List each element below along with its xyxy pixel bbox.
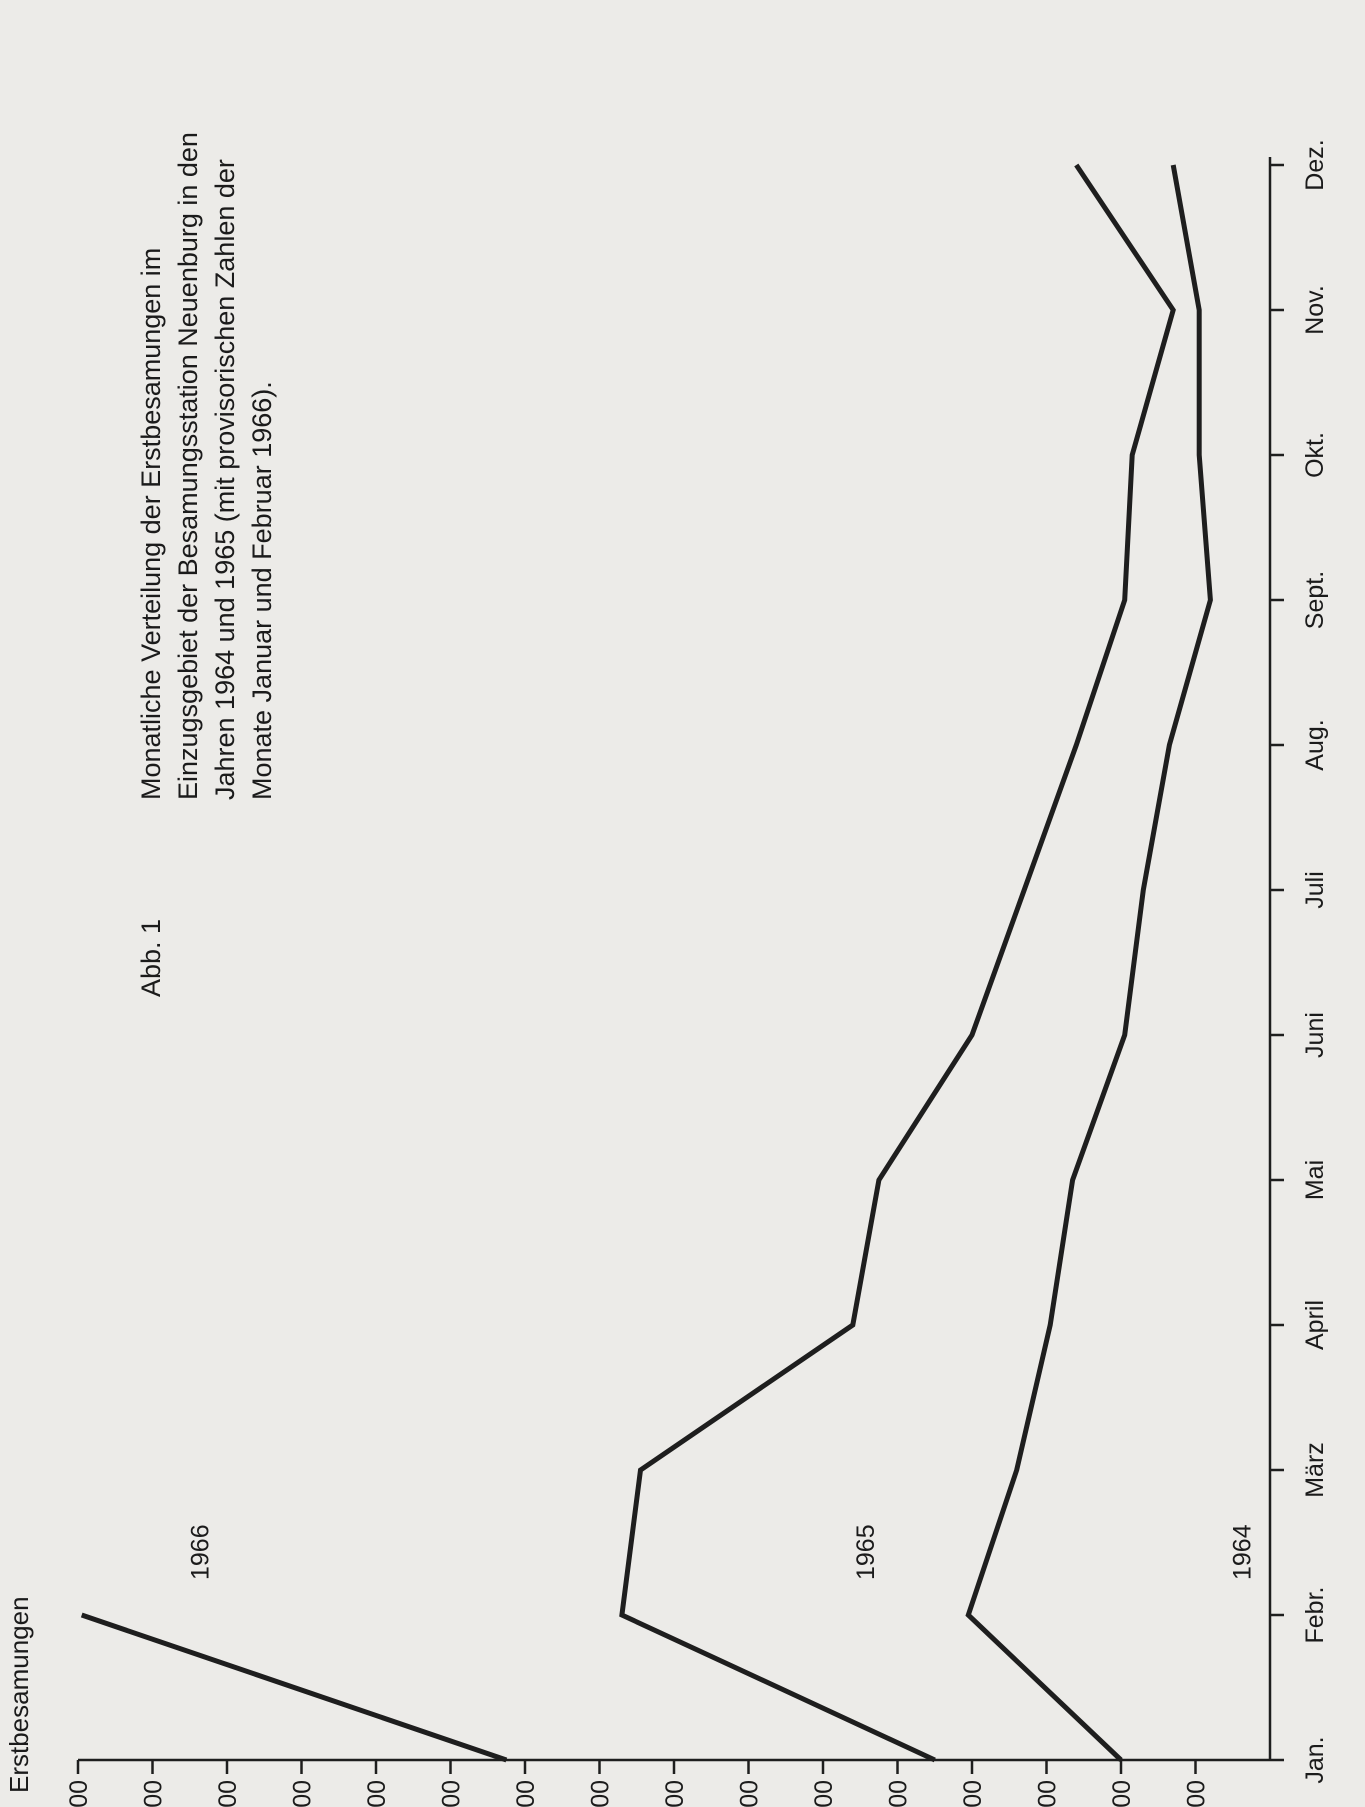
value-tick-label: 9 000 <box>587 1780 615 1807</box>
value-tick-label: 2 000 <box>1108 1780 1136 1807</box>
value-tick-label: 14 000 <box>214 1780 242 1807</box>
month-tick-label: Jan. <box>1301 1736 1329 1783</box>
rotated-chart-group: Jan. Febr. März April Mai Juni Juli Aug. Sept. Ok… <box>4 132 1329 1807</box>
month-tick-label: Aug. <box>1301 719 1329 770</box>
caption-line: Monate Januar und Februar 1966). <box>247 381 277 800</box>
value-tick-label: 11 000 <box>438 1780 466 1807</box>
series-line-1964 <box>965 164 1213 1762</box>
y-axis-title: Erstbesamungen <box>4 1596 34 1793</box>
series-labels: 1964 1965 1966 <box>187 1524 1257 1580</box>
series-label-1966: 1966 <box>187 1524 215 1580</box>
month-tick-label: Dez. <box>1301 139 1329 190</box>
month-tick-label: Juni <box>1301 1012 1329 1058</box>
value-tick-label: 13 000 <box>289 1780 317 1807</box>
month-ticks: Jan. Febr. März April Mai Juni Juli Aug. Sept. Ok… <box>1270 139 1329 1784</box>
value-tick-label: 8 000 <box>661 1780 689 1807</box>
value-tick-label: 10 000 <box>512 1780 540 1807</box>
month-tick-label: Okt. <box>1301 432 1329 478</box>
caption-line: Einzugsgebiet der Besamungsstation Neuen… <box>173 132 203 800</box>
caption-line: Monatliche Verteilung der Erstbesamungen… <box>136 248 166 800</box>
value-tick-label: 5 000 <box>885 1780 913 1807</box>
figure-caption: Abb. 1 Monatliche Verteilung der Erstbes… <box>136 132 277 997</box>
series-label-1964: 1964 <box>1228 1524 1256 1580</box>
value-tick-label: 1 000 <box>1183 1780 1211 1807</box>
value-ticks: 1 000 2 000 3 000 4 000 5 000 6 000 7 000 8 000… <box>65 1760 1211 1807</box>
value-tick-label: 7 000 <box>736 1780 764 1807</box>
month-tick-label: Febr. <box>1301 1587 1329 1644</box>
value-tick-label: 16 000 <box>65 1780 93 1807</box>
series-line-1966 <box>80 1612 508 1763</box>
month-tick-label: Sept. <box>1301 571 1329 629</box>
caption-label: Abb. 1 <box>136 919 166 997</box>
value-tick-label: 12 000 <box>363 1780 391 1807</box>
value-tick-label: 3 000 <box>1034 1780 1062 1807</box>
month-tick-label: Nov. <box>1301 285 1329 335</box>
month-tick-label: März <box>1301 1442 1329 1498</box>
value-tick-label: 15 000 <box>140 1780 168 1807</box>
series-lines <box>80 163 1213 1763</box>
month-tick-label: Mai <box>1301 1160 1329 1200</box>
caption-line: Jahren 1964 und 1965 (mit provisorischen… <box>210 159 240 800</box>
month-tick-label: Juli <box>1301 871 1329 909</box>
series-label-1965: 1965 <box>852 1524 880 1580</box>
month-tick-label: April <box>1301 1300 1329 1350</box>
value-tick-label: 4 000 <box>959 1780 987 1807</box>
series-line-1965 <box>619 163 1176 1763</box>
value-tick-label: 6 000 <box>810 1780 838 1807</box>
